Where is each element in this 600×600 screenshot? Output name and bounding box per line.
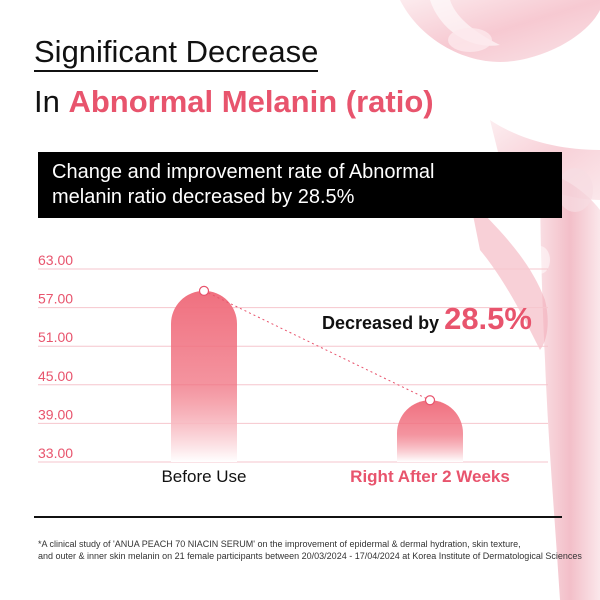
- y-tick-label: 33.00: [38, 445, 73, 461]
- data-point: [424, 395, 436, 406]
- category-label: Right After 2 Weeks: [350, 467, 510, 486]
- decrease-value: 28.5%: [444, 301, 532, 336]
- title-line-2: In Abnormal Melanin (ratio): [34, 84, 434, 120]
- bar: [171, 290, 237, 462]
- decrease-annotation: Decreased by 28.5%: [322, 301, 532, 337]
- y-tick-label: 51.00: [38, 329, 73, 345]
- footnote-divider: [34, 516, 562, 518]
- y-tick-label: 63.00: [38, 252, 73, 268]
- y-tick-label: 57.00: [38, 291, 73, 307]
- decrease-label: Decreased by: [322, 313, 445, 333]
- footnote-line-1: *A clinical study of 'ANUA PEACH 70 NIAC…: [38, 539, 521, 549]
- footnote: *A clinical study of 'ANUA PEACH 70 NIAC…: [38, 538, 582, 562]
- data-point: [198, 285, 210, 296]
- category-label: Before Use: [161, 467, 246, 486]
- summary-banner: Change and improvement rate of Abnormal …: [38, 152, 562, 218]
- footnote-line-2: and outer & inner skin melanin on 21 fem…: [38, 551, 582, 561]
- connector-line: [203, 290, 431, 401]
- banner-line-1: Change and improvement rate of Abnormal: [52, 161, 435, 183]
- title-prefix: In: [34, 84, 69, 119]
- y-tick-label: 45.00: [38, 368, 73, 384]
- title-accent: Abnormal Melanin (ratio): [68, 84, 434, 119]
- title-line-1: Significant Decrease: [34, 34, 319, 72]
- banner-line-2: melanin ratio decreased by 28.5%: [52, 186, 355, 208]
- bar: [397, 400, 463, 462]
- y-tick-label: 39.00: [38, 406, 73, 422]
